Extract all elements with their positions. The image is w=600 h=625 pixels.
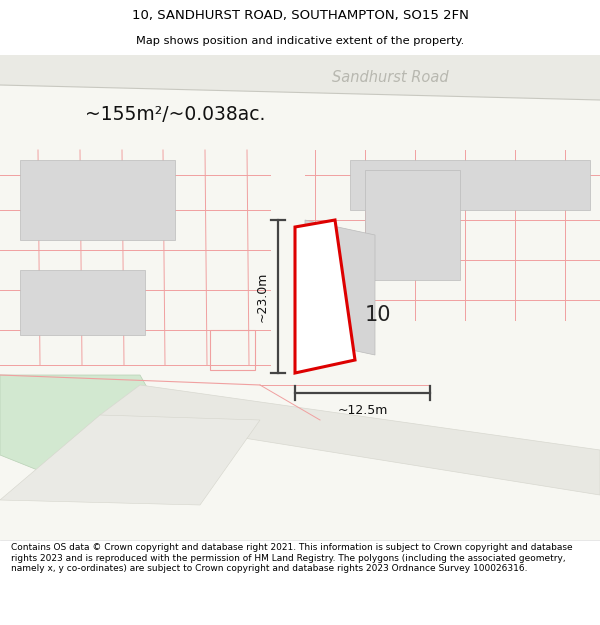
Polygon shape [0, 375, 160, 475]
Polygon shape [20, 270, 145, 335]
Polygon shape [20, 160, 175, 240]
Polygon shape [305, 220, 375, 355]
Text: 10, SANDHURST ROAD, SOUTHAMPTON, SO15 2FN: 10, SANDHURST ROAD, SOUTHAMPTON, SO15 2F… [131, 9, 469, 22]
Text: Sandhurst Road: Sandhurst Road [332, 69, 448, 84]
Polygon shape [0, 55, 600, 100]
Polygon shape [0, 415, 260, 505]
Polygon shape [100, 385, 600, 495]
Text: 10: 10 [365, 305, 392, 325]
Polygon shape [295, 220, 355, 373]
Polygon shape [350, 160, 590, 210]
Text: ~23.0m: ~23.0m [256, 271, 269, 322]
Polygon shape [365, 170, 460, 280]
Text: ~12.5m: ~12.5m [337, 404, 388, 418]
Text: ~155m²/~0.038ac.: ~155m²/~0.038ac. [85, 106, 265, 124]
Text: Contains OS data © Crown copyright and database right 2021. This information is : Contains OS data © Crown copyright and d… [11, 543, 572, 573]
Text: Map shows position and indicative extent of the property.: Map shows position and indicative extent… [136, 36, 464, 46]
